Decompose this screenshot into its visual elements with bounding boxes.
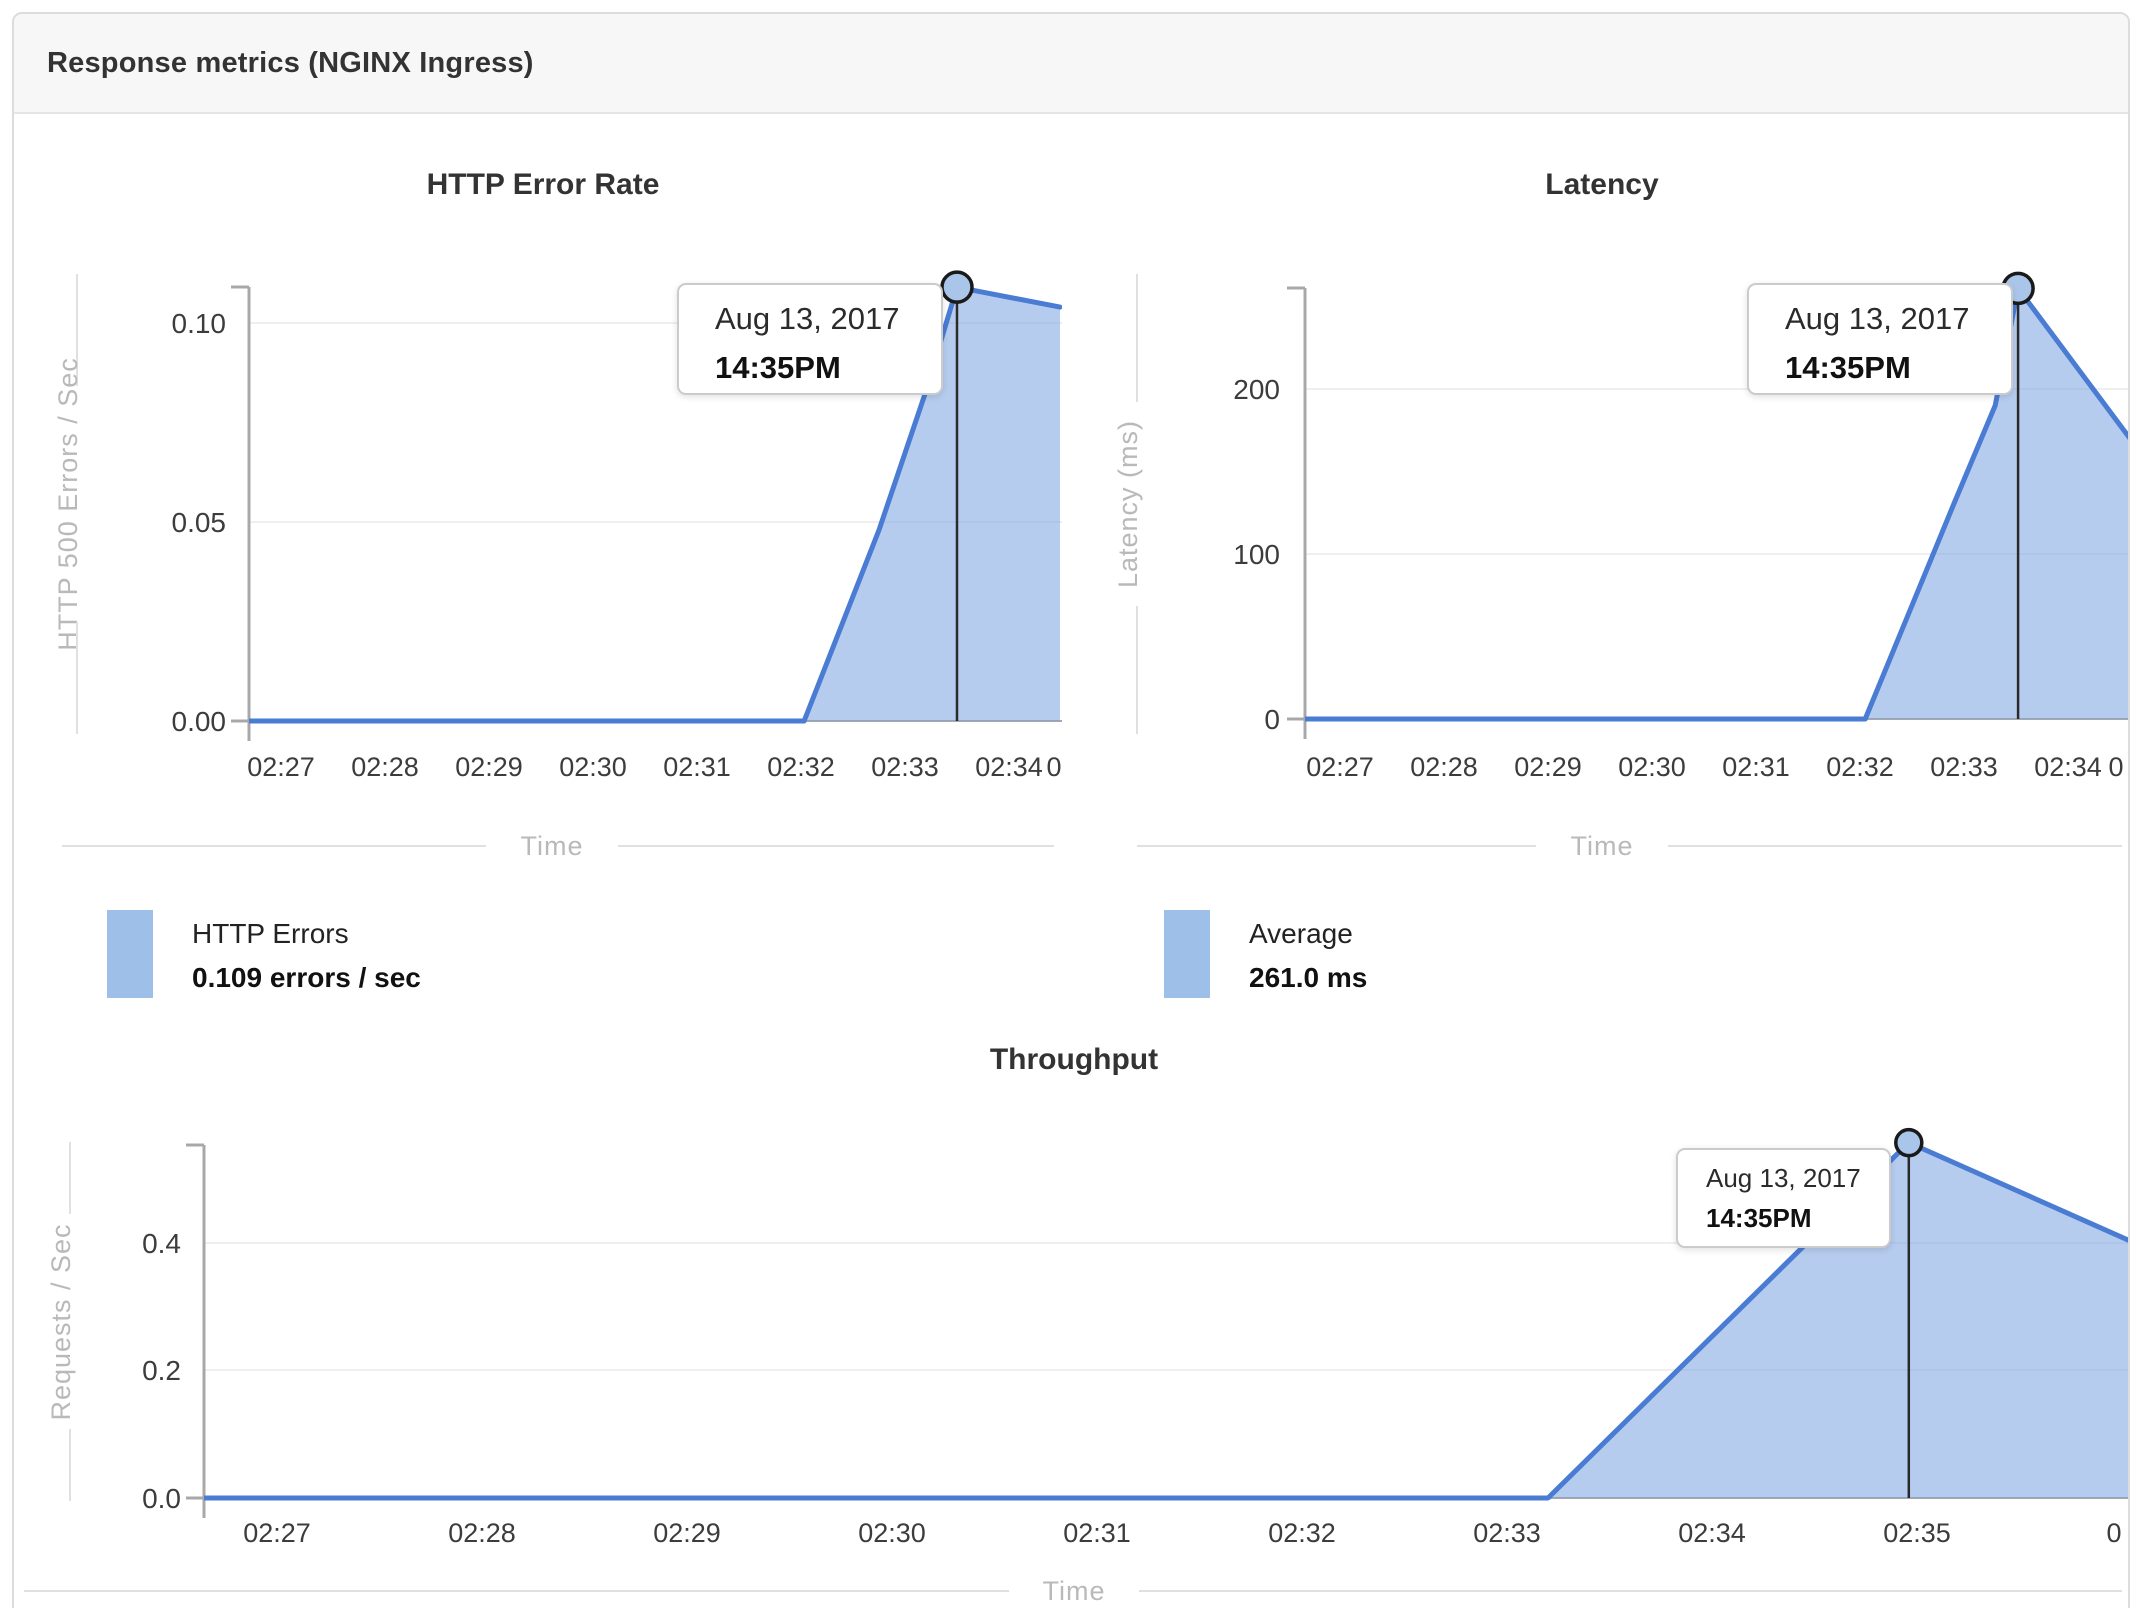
x-tick-label: 02:31 <box>1063 1518 1131 1548</box>
series-line <box>249 284 1062 724</box>
series-line <box>204 1140 2128 1501</box>
y-axis-title: HTTP 500 Errors / Sec <box>53 357 83 651</box>
data-point-marker[interactable] <box>1894 1127 1924 1158</box>
legend-swatch <box>1164 910 1210 998</box>
data-point-marker[interactable] <box>940 270 974 304</box>
y-tick-label: 0.05 <box>172 507 227 538</box>
latency-chart[interactable]: Latency 200 100 0 02:27 02:28 <box>1113 168 2130 861</box>
charts-canvas: HTTP Error Rate 0.10 0.05 0.00 02:27 <box>24 168 2130 1606</box>
x-tick-label: 02:34 <box>1678 1518 1746 1548</box>
tooltip-date: Aug 13, 2017 <box>1706 1163 1861 1193</box>
y-tick-label: 0 <box>1264 704 1280 735</box>
tooltip-time: 14:35PM <box>715 350 841 385</box>
x-tick-label: 02:33 <box>1473 1518 1541 1548</box>
series-line <box>1305 285 2128 722</box>
y-tick-label: 0.10 <box>172 308 227 339</box>
x-tick-label: 02:34 <box>975 752 1043 782</box>
tooltip: Aug 13, 2017 14:35PM <box>1747 283 2013 395</box>
x-tick-label: 02:29 <box>653 1518 721 1548</box>
x-tick-label: 02:29 <box>455 752 523 782</box>
panel-header: Response metrics (NGINX Ingress) <box>14 14 2128 114</box>
x-tick-label: 02:33 <box>871 752 939 782</box>
http-error-rate-chart[interactable]: HTTP Error Rate 0.10 0.05 0.00 02:27 <box>53 168 1062 861</box>
metrics-panel: Response metrics (NGINX Ingress) HTTP Er… <box>12 12 2130 1608</box>
area-fill <box>249 287 1061 721</box>
x-tick-label-partial: 0 <box>1046 752 1061 782</box>
tooltip: Aug 13, 2017 14:35PM <box>677 283 943 395</box>
x-tick-label: 02:28 <box>351 752 419 782</box>
legend-http-errors: HTTP Errors 0.109 errors / sec <box>107 910 421 1000</box>
y-tick-label: 200 <box>1233 374 1280 405</box>
y-tick-label: 0.4 <box>142 1228 181 1259</box>
x-axis-title: Time <box>521 831 584 861</box>
chart-title: Latency <box>1545 168 1659 201</box>
y-tick-label: 0.00 <box>172 706 227 737</box>
y-tick-label: 0.0 <box>142 1483 181 1514</box>
area-fill <box>204 1142 2128 1498</box>
legend-swatch <box>107 910 153 998</box>
throughput-chart[interactable]: Throughput 0.4 0.2 0.0 02:27 02:28 <box>24 1043 2130 1606</box>
x-axis-title: Time <box>1571 831 1634 861</box>
x-tick-label-partial: 0 <box>2108 752 2123 782</box>
y-axis-title: Requests / Sec <box>46 1223 76 1420</box>
x-tick-label: 02:28 <box>448 1518 516 1548</box>
x-tick-label: 02:35 <box>1883 1518 1951 1548</box>
x-tick-label: 02:27 <box>1306 752 1374 782</box>
tooltip-date: Aug 13, 2017 <box>1785 301 1970 336</box>
x-tick-label: 02:28 <box>1410 752 1478 782</box>
x-tick-label: 02:31 <box>663 752 731 782</box>
tooltip-time: 14:35PM <box>1706 1203 1812 1233</box>
x-tick-label: 02:30 <box>858 1518 926 1548</box>
panel-title: Response metrics (NGINX Ingress) <box>47 46 534 79</box>
area-fill <box>1305 288 2128 719</box>
legend-label: HTTP Errors <box>192 918 349 949</box>
y-axis-title: Latency (ms) <box>1113 420 1143 588</box>
x-tick-label: 02:33 <box>1930 752 1998 782</box>
x-tick-label: 02:34 <box>2034 752 2102 782</box>
tooltip-time: 14:35PM <box>1785 350 1911 385</box>
legend-average: Average 261.0 ms <box>1164 910 1367 1000</box>
x-tick-label: 02:32 <box>1268 1518 1336 1548</box>
chart-title: HTTP Error Rate <box>427 168 660 201</box>
tooltip: Aug 13, 2017 14:35PM <box>1676 1148 1891 1248</box>
legend-value: 0.109 errors / sec <box>192 962 421 993</box>
panel-body: HTTP Error Rate 0.10 0.05 0.00 02:27 <box>14 114 2130 1608</box>
x-tick-label: 02:32 <box>767 752 835 782</box>
chart-title: Throughput <box>990 1043 1158 1076</box>
legend-label: Average <box>1249 918 1353 949</box>
x-tick-label: 02:32 <box>1826 752 1894 782</box>
x-tick-label: 02:31 <box>1722 752 1790 782</box>
x-tick-label: 02:27 <box>243 1518 311 1548</box>
x-tick-label: 02:30 <box>1618 752 1686 782</box>
x-axis-title: Time <box>1043 1576 1106 1606</box>
x-tick-label: 02:27 <box>247 752 315 782</box>
legend-value: 261.0 ms <box>1249 962 1368 993</box>
tooltip-date: Aug 13, 2017 <box>715 301 900 336</box>
x-tick-label: 02:30 <box>559 752 627 782</box>
x-tick-label: 02:29 <box>1514 752 1582 782</box>
y-tick-label: 100 <box>1233 539 1280 570</box>
y-tick-label: 0.2 <box>142 1355 181 1386</box>
x-tick-label-partial: 0 <box>2106 1518 2121 1548</box>
